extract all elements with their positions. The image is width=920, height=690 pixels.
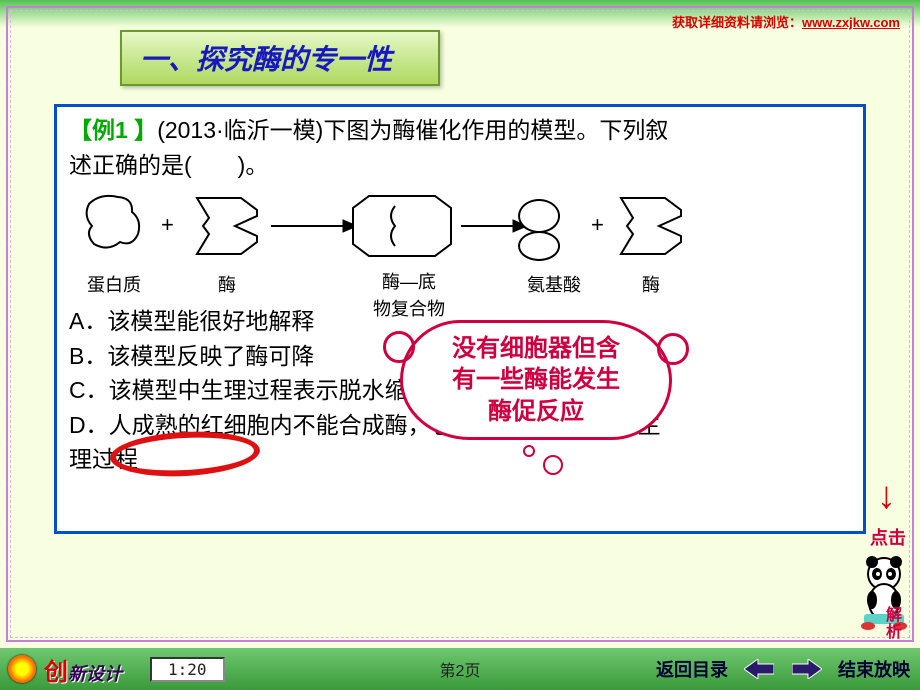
next-slide-button[interactable]	[790, 658, 824, 680]
panda-mascot-icon[interactable]	[854, 552, 914, 632]
top-source-prefix: 获取详细资料请浏览：	[672, 15, 802, 30]
analysis-label[interactable]: 解 析	[886, 607, 902, 642]
time-display: 1:20	[150, 657, 225, 682]
dg-label-protein: 蛋白质	[87, 275, 141, 295]
plus-1: +	[161, 212, 174, 237]
logo-icon	[8, 655, 36, 683]
dg-label-complex: 酶—底 物复合物	[373, 272, 445, 319]
nav-controls: 返回目录 结束放映	[656, 656, 910, 682]
back-to-toc-button[interactable]: 返回目录	[656, 656, 728, 682]
click-arrow-icon: ↓	[877, 475, 896, 518]
top-source-url[interactable]: www.zxjkw.com	[802, 15, 900, 30]
page-number: 第2页	[440, 657, 481, 681]
section-title-box: 一、探究酶的专一性	[120, 30, 440, 86]
click-label[interactable]: 点击	[870, 524, 906, 550]
prev-slide-button[interactable]	[742, 658, 776, 680]
dg-label-enzyme1: 酶	[218, 275, 236, 295]
example-label: 【例1 】	[69, 117, 157, 143]
end-show-button[interactable]: 结束放映	[838, 656, 910, 682]
bottom-bar: 创新设计 1:20 第2页 返回目录 结束放映	[0, 648, 920, 690]
top-source-bar: 获取详细资料请浏览：www.zxjkw.com	[672, 12, 900, 31]
plus-2: +	[591, 212, 604, 237]
brand-label: 创新设计	[44, 652, 122, 687]
bubble-line2: 有一些酶能发生	[452, 364, 620, 395]
bubble-line3: 酶促反应	[452, 396, 620, 427]
dg-label-aminoacid: 氨基酸	[527, 275, 581, 295]
section-title: 一、探究酶的专一性	[140, 38, 392, 78]
hint-bubble: 没有细胞器但含 有一些酶能发生 酶促反应	[400, 320, 672, 440]
enzyme-diagram: + + 蛋白质 酶 酶—底 物复合物 氨基酸	[69, 184, 709, 304]
question-stem-line1: (2013·临沂一模)下图为酶催化作用的模型。下列叙	[157, 117, 668, 143]
dg-label-enzyme2: 酶	[642, 275, 660, 295]
question-stem-line2: 述正确的是( )。	[69, 148, 851, 183]
bubble-line1: 没有细胞器但含	[452, 333, 620, 364]
